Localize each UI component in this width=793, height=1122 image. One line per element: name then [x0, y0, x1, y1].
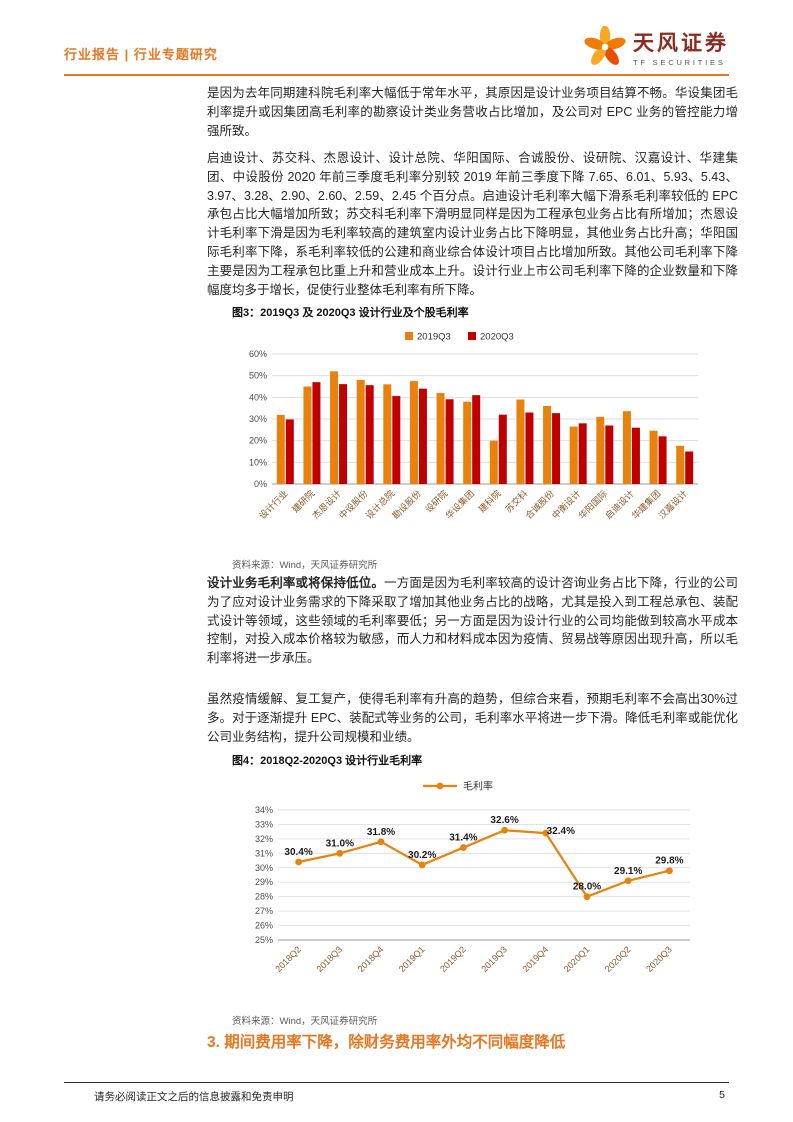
- svg-text:29.8%: 29.8%: [655, 856, 683, 867]
- figure-4-line-chart: 25% 26% 27% 28% 29% 30% 31% 32% 33% 34% 30.4% 2018Q…: [255, 780, 690, 974]
- svg-text:2020Q3: 2020Q3: [644, 944, 674, 974]
- brand-logo: 天风证券 TF SECURITIES: [584, 25, 729, 73]
- svg-text:2018Q3: 2018Q3: [314, 944, 344, 974]
- svg-text:30%: 30%: [255, 863, 273, 873]
- svg-text:设计行业: 设计行业: [256, 488, 289, 521]
- svg-text:2019Q3: 2019Q3: [479, 944, 509, 974]
- figure-3-bar-chart: 0%10%20%30%40%50%60%设计行业 建研院杰恩设计中设股份设计总院勘…: [249, 332, 698, 521]
- svg-text:27%: 27%: [255, 906, 273, 916]
- brand-flower-icon: [584, 25, 626, 73]
- figure-4-title: 图4：2018Q2-2020Q3 设计行业毛利率: [232, 755, 423, 767]
- svg-text:29%: 29%: [255, 877, 273, 887]
- svg-text:华设集团: 华设集团: [443, 488, 476, 521]
- svg-text:60%: 60%: [249, 349, 267, 359]
- svg-text:2020Q1: 2020Q1: [562, 944, 592, 974]
- svg-text:50%: 50%: [249, 371, 267, 381]
- paragraph-4: 虽然疫情缓解、复工复产，使得毛利率有升高的趋势，但综合来看，预期毛利率不会高出3…: [207, 692, 738, 744]
- section-3-heading: 3. 期间费用率下降，除财务费用率外均不同幅度降低: [207, 1034, 566, 1051]
- figure-3-title: 图3：2019Q3 及 2020Q3 设计行业及个股毛利率: [232, 307, 469, 319]
- brand-subtitle: TF SECURITIES: [633, 58, 726, 68]
- svg-text:2020Q2: 2020Q2: [603, 944, 633, 974]
- svg-text:建科院: 建科院: [476, 488, 503, 515]
- svg-text:30.2%: 30.2%: [408, 850, 436, 861]
- svg-text:勘设股份: 勘设股份: [390, 488, 423, 521]
- svg-text:毛利率: 毛利率: [463, 780, 493, 793]
- figure-3-source: 资料来源：Wind，天风证券研究所: [232, 560, 378, 571]
- svg-text:2019Q1: 2019Q1: [397, 944, 427, 974]
- svg-text:28.0%: 28.0%: [573, 882, 601, 893]
- svg-text:26%: 26%: [255, 921, 273, 931]
- svg-text:2019Q3: 2019Q3: [417, 332, 451, 343]
- header-divider: [64, 74, 729, 76]
- svg-text:2018Q2: 2018Q2: [273, 944, 303, 974]
- svg-text:32%: 32%: [255, 834, 273, 844]
- svg-text:28%: 28%: [255, 892, 273, 902]
- svg-text:2019Q4: 2019Q4: [520, 944, 550, 974]
- svg-text:25%: 25%: [255, 935, 273, 945]
- svg-text:0%: 0%: [254, 479, 267, 489]
- svg-text:苏交科: 苏交科: [502, 488, 529, 515]
- svg-text:40%: 40%: [249, 392, 267, 402]
- svg-text:30.4%: 30.4%: [284, 847, 312, 858]
- paragraph-3-lead: 设计业务毛利率或将保持低位。: [207, 576, 385, 590]
- footer-disclaimer: 请务必阅读正文之后的信息披露和免责申明: [94, 1091, 294, 1103]
- figure-4: 图4：2018Q2-2020Q3 设计行业毛利率 25% 26% 27% 28% 29%…: [232, 752, 712, 1027]
- paragraph-1: 是因为去年同期建科院毛利率大幅低于常年水平，其原因是设计业务项目结算不畅。华设集…: [207, 86, 738, 138]
- svg-text:33%: 33%: [255, 819, 273, 829]
- svg-text:32.4%: 32.4%: [547, 826, 575, 837]
- report-category-label: 行业报告 | 行业专题研究: [64, 47, 218, 62]
- svg-text:34%: 34%: [255, 805, 273, 815]
- svg-text:31%: 31%: [255, 848, 273, 858]
- svg-text:2019Q2: 2019Q2: [438, 944, 468, 974]
- footer: 请务必阅读正文之后的信息披露和免责申明 5: [64, 1082, 729, 1104]
- svg-text:2020Q3: 2020Q3: [480, 332, 514, 343]
- figure-4-source: 资料来源：Wind，天风证券研究所: [232, 1016, 378, 1027]
- svg-text:31.8%: 31.8%: [367, 827, 395, 838]
- svg-text:汉嘉设计: 汉嘉设计: [656, 488, 689, 521]
- svg-text:30%: 30%: [249, 414, 267, 424]
- paragraph-3: 设计业务毛利率或将保持低位。一方面是因为毛利率较高的设计咨询业务占比下降，行业的…: [207, 574, 738, 668]
- paragraph-2: 启迪设计、苏交科、杰恩设计、设计总院、华阳国际、合诚股份、设研院、汉嘉设计、华建…: [207, 151, 738, 297]
- brand-name: 天风证券: [633, 31, 729, 55]
- svg-text:32.6%: 32.6%: [490, 815, 518, 826]
- brand-texts: 天风证券 TF SECURITIES: [633, 32, 729, 67]
- svg-text:设研院: 设研院: [423, 488, 450, 515]
- paragraph-3-rest: 一方面是因为毛利率较高的设计咨询业务占比下降，行业的公司为了应对设计业务需求的下…: [207, 576, 738, 666]
- footer-page-number: 5: [719, 1089, 725, 1101]
- svg-text:2018Q4: 2018Q4: [356, 944, 386, 974]
- svg-text:31.0%: 31.0%: [326, 838, 354, 849]
- svg-text:建研院: 建研院: [289, 488, 316, 515]
- svg-text:31.4%: 31.4%: [449, 833, 477, 844]
- figure-3: 图3：2019Q3 及 2020Q3 设计行业及个股毛利率 0% 10% 20% 30…: [232, 304, 712, 571]
- svg-text:10%: 10%: [249, 457, 267, 467]
- svg-text:20%: 20%: [249, 436, 267, 446]
- svg-text:29.1%: 29.1%: [614, 866, 642, 877]
